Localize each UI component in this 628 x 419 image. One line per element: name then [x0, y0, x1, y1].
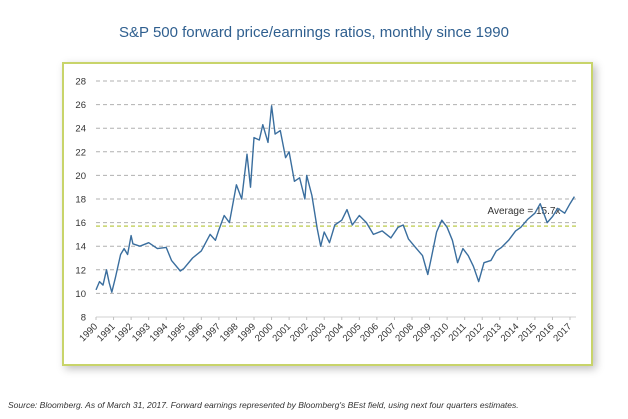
x-tick-label: 1990: [77, 321, 100, 344]
x-tick-label: 2007: [376, 321, 399, 344]
x-tick-label: 1993: [130, 321, 153, 344]
x-tick-label: 2001: [271, 321, 294, 344]
x-tick-label: 1999: [235, 321, 258, 344]
x-tick-label: 2014: [499, 321, 522, 344]
x-tick-label: 2004: [323, 321, 346, 344]
x-tick-label: 1995: [165, 321, 188, 344]
y-axis-ticks: 8 10 12 14 16 18 20 22 24 26 28: [75, 77, 86, 324]
x-tick-label: 2008: [393, 321, 416, 344]
chart-title: S&P 500 forward price/earnings ratios, m…: [119, 24, 509, 41]
x-tick-label: 1992: [113, 321, 136, 344]
y-tick-label: 22: [75, 147, 86, 158]
x-tick-label: 2003: [306, 321, 329, 344]
x-tick-label: 2017: [551, 321, 574, 344]
x-tick-label: 2012: [464, 321, 487, 344]
x-tick-label: 2000: [253, 321, 276, 344]
x-tick-label: 2002: [288, 321, 311, 344]
y-tick-label: 8: [81, 313, 86, 324]
x-tick-label: 2015: [516, 321, 539, 344]
y-tick-label: 14: [75, 242, 86, 253]
average-label: Average = 15.7x: [487, 206, 560, 217]
chart-frame: 8 10 12 14 16 18 20 22 24 26 28 1990 1991 1992 1993 19…: [62, 62, 593, 366]
series-group: [95, 105, 575, 293]
x-tick-label: 2013: [481, 321, 504, 344]
y-tick-label: 28: [75, 77, 86, 88]
x-tick-label: 1991: [95, 321, 118, 344]
x-tick-label: 2010: [429, 321, 452, 344]
x-tick-label: 1997: [200, 321, 223, 344]
y-tick-label: 18: [75, 195, 86, 206]
x-tick-label: 1996: [183, 321, 206, 344]
x-tick-label: 1994: [148, 321, 171, 344]
x-tick-label: 2005: [341, 321, 364, 344]
x-tick-label: 1998: [218, 321, 241, 344]
average-line-group: Average = 15.7x: [96, 206, 576, 227]
x-tick-label: 2016: [534, 321, 557, 344]
x-axis: 1990199119921993199419951996199719981999…: [77, 316, 576, 344]
y-tick-label: 26: [75, 100, 86, 111]
y-tick-label: 10: [75, 289, 86, 300]
y-tick-label: 20: [75, 171, 86, 182]
x-tick-label: 2006: [358, 321, 381, 344]
y-tick-label: 24: [75, 124, 86, 135]
y-tick-label: 12: [75, 265, 86, 276]
source-note: Source: Bloomberg. As of March 31, 2017.…: [8, 400, 519, 410]
y-tick-label: 16: [75, 218, 86, 229]
x-tick-label: 2011: [447, 321, 469, 343]
grid-lines: [96, 80, 576, 294]
series-line: [95, 105, 575, 293]
x-tick-label: 2009: [411, 321, 434, 344]
